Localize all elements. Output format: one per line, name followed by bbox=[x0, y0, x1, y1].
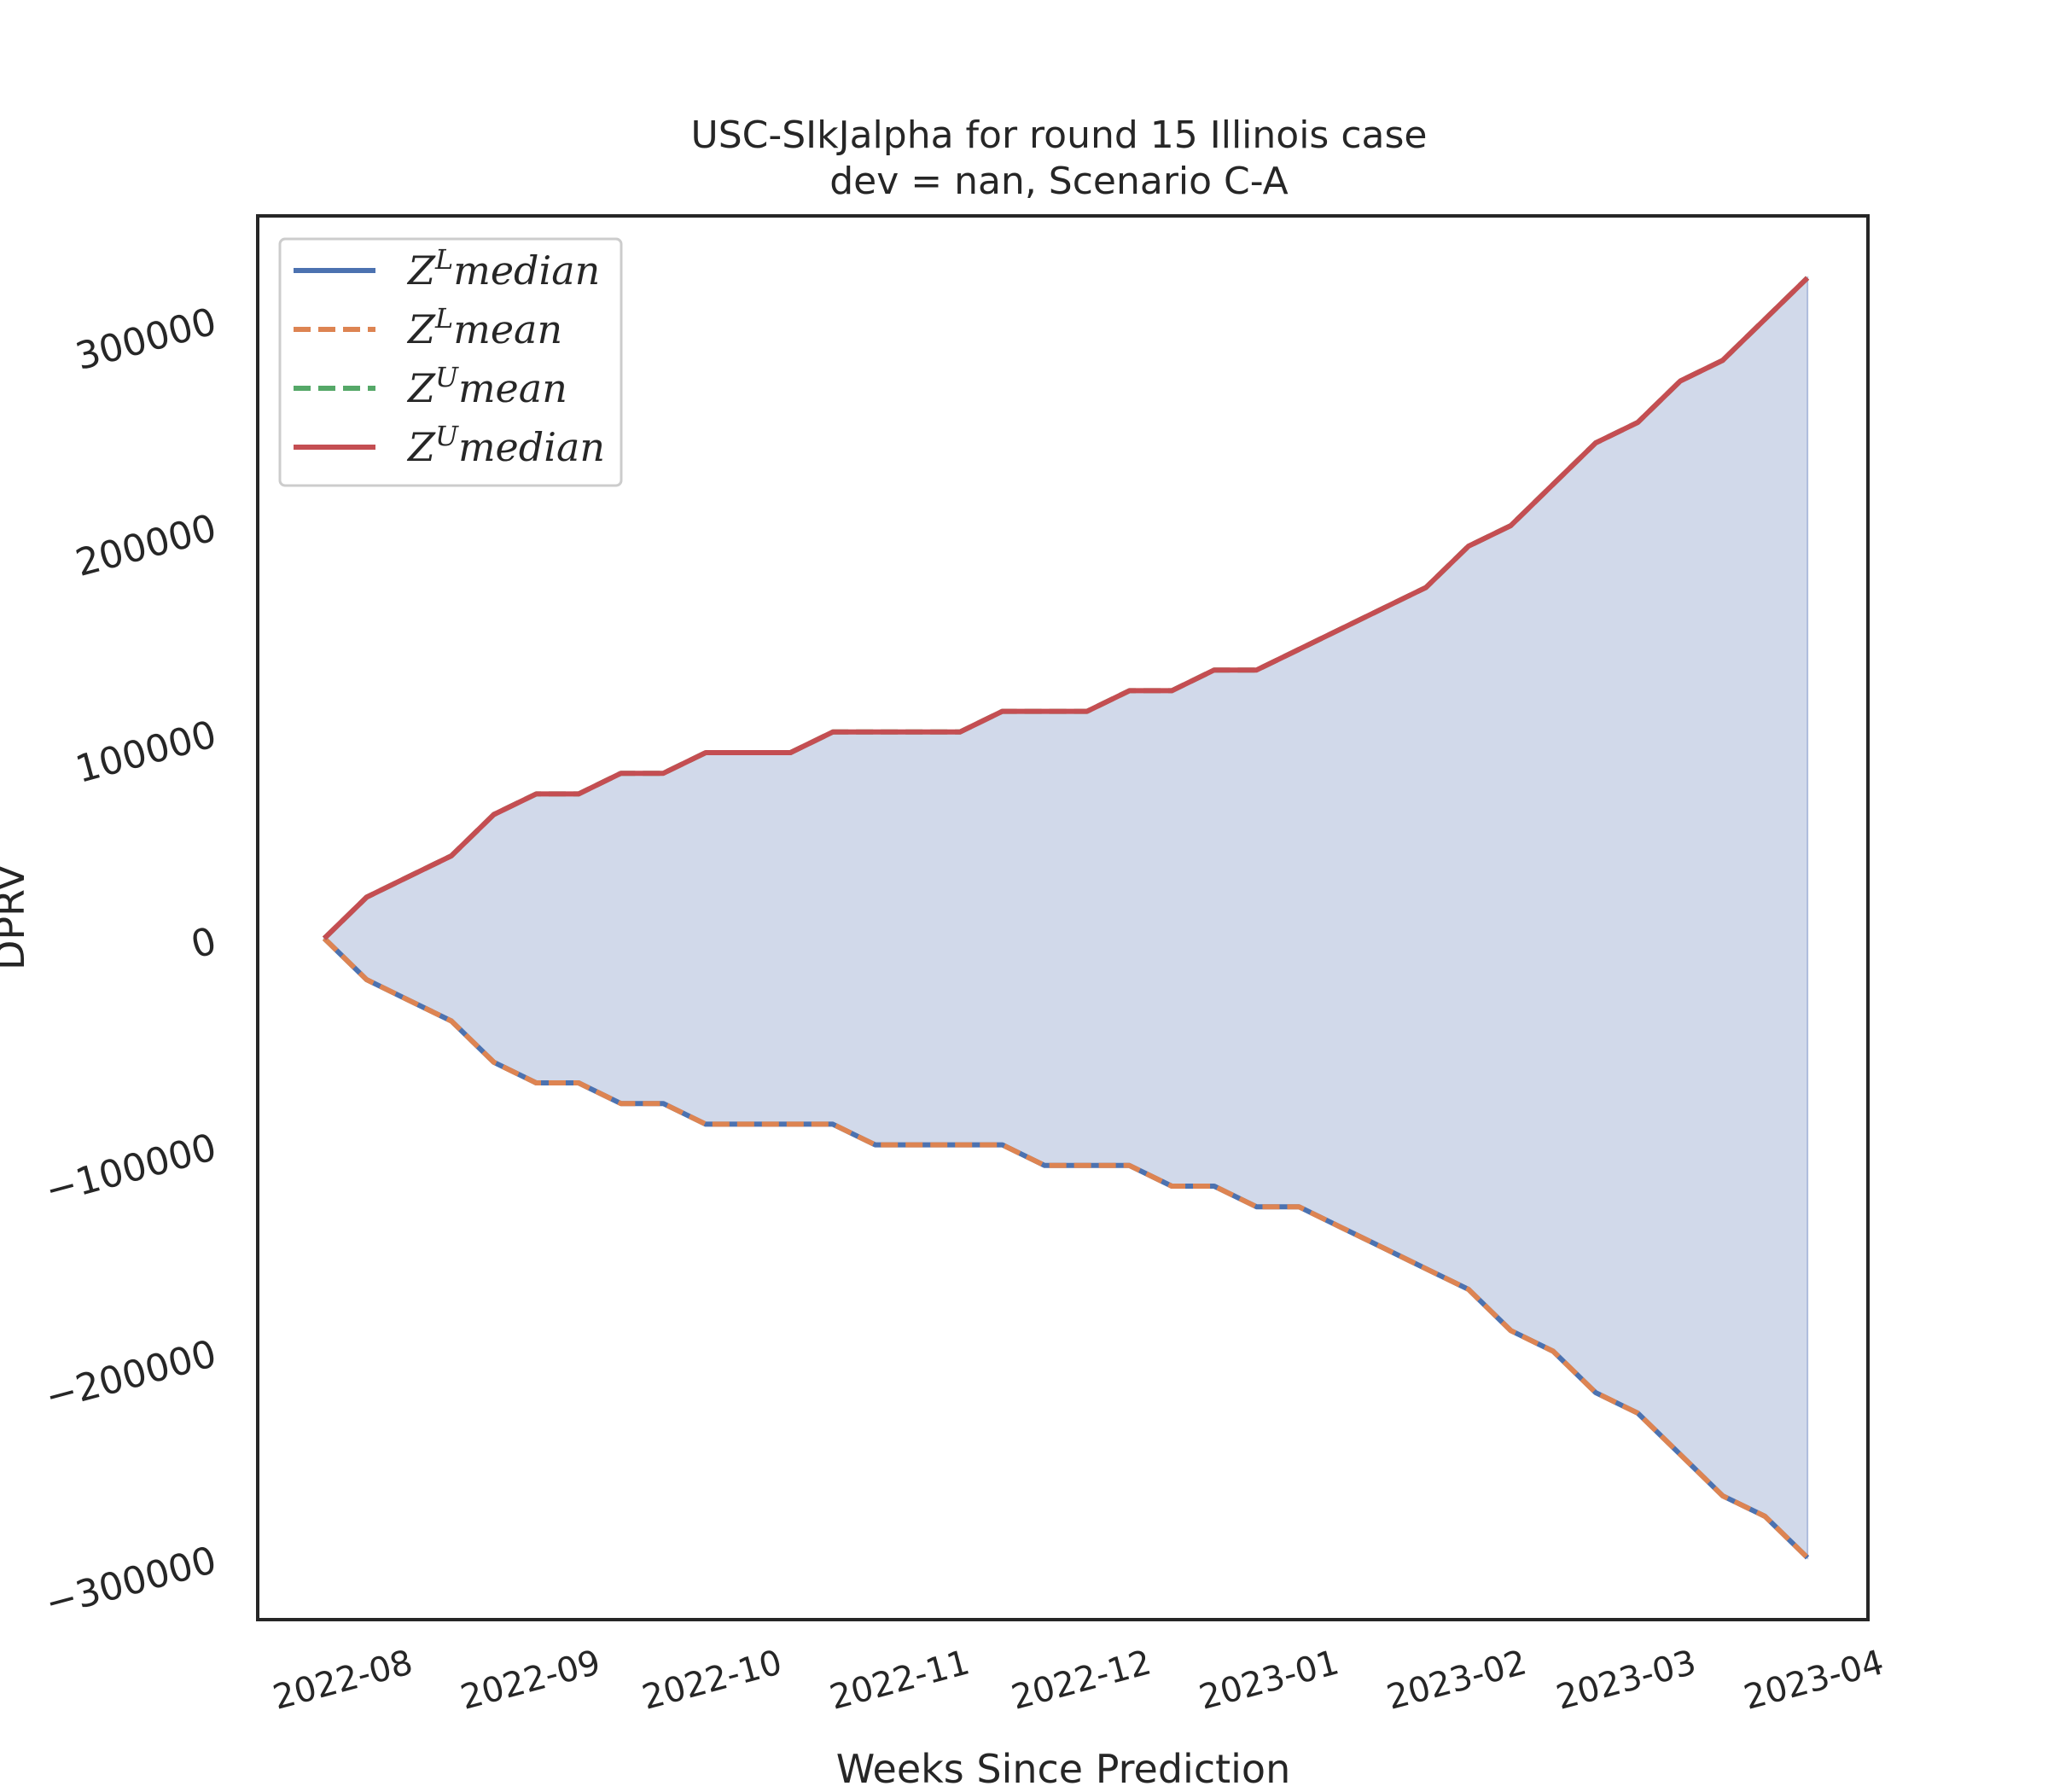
x-tick-label: 2022-12 bbox=[1008, 1643, 1155, 1718]
y-tick-label: 300000 bbox=[71, 300, 220, 379]
plot-area bbox=[322, 276, 1810, 1560]
chart-subtitle: dev = nan, Scenario C-A bbox=[829, 160, 1289, 203]
x-tick-label: 2023-02 bbox=[1382, 1643, 1530, 1718]
legend-label: ZUmean bbox=[406, 361, 567, 411]
x-tick-label: 2023-03 bbox=[1552, 1643, 1700, 1718]
legend-label: ZLmean bbox=[406, 302, 562, 352]
plot-frame bbox=[256, 214, 1870, 1621]
x-tick-label: 2022-10 bbox=[638, 1643, 786, 1718]
x-tick-label: 2023-04 bbox=[1740, 1643, 1888, 1718]
y-tick-label: −100000 bbox=[41, 1126, 221, 1213]
y-tick-label: −200000 bbox=[41, 1332, 221, 1419]
y-tick-label: 100000 bbox=[71, 713, 220, 792]
y-tick-label: 200000 bbox=[71, 506, 220, 585]
x-tick-label: 2022-09 bbox=[457, 1643, 604, 1718]
y-tick-label: 0 bbox=[187, 919, 221, 968]
y-axis-ticks: 300000 200000 100000 0 −100000 −200000 −300000 bbox=[41, 300, 221, 1626]
legend-label: ZUmedian bbox=[406, 420, 605, 470]
series-zl-mean bbox=[322, 936, 1810, 1560]
x-tick-label: 2022-11 bbox=[826, 1643, 974, 1718]
chart-title: USC-SIkJalpha for round 15 Illinois case bbox=[691, 113, 1428, 157]
x-axis-label: Weeks Since Prediction bbox=[836, 1746, 1290, 1792]
legend-frame bbox=[278, 237, 623, 487]
x-tick-label: 2023-01 bbox=[1196, 1643, 1343, 1718]
y-tick-label: −300000 bbox=[41, 1539, 221, 1626]
x-axis-ticks: 2022-08 2022-09 2022-10 2022-11 2022-12 2023-… bbox=[269, 1643, 1888, 1718]
legend: ZLmedian ZLmean ZUmean ZUmedian bbox=[278, 237, 623, 487]
legend-label: ZLmedian bbox=[406, 243, 600, 294]
series-zu-median bbox=[322, 276, 1810, 940]
y-axis-label: DPRV bbox=[0, 864, 33, 970]
x-tick-label: 2022-08 bbox=[269, 1643, 416, 1718]
